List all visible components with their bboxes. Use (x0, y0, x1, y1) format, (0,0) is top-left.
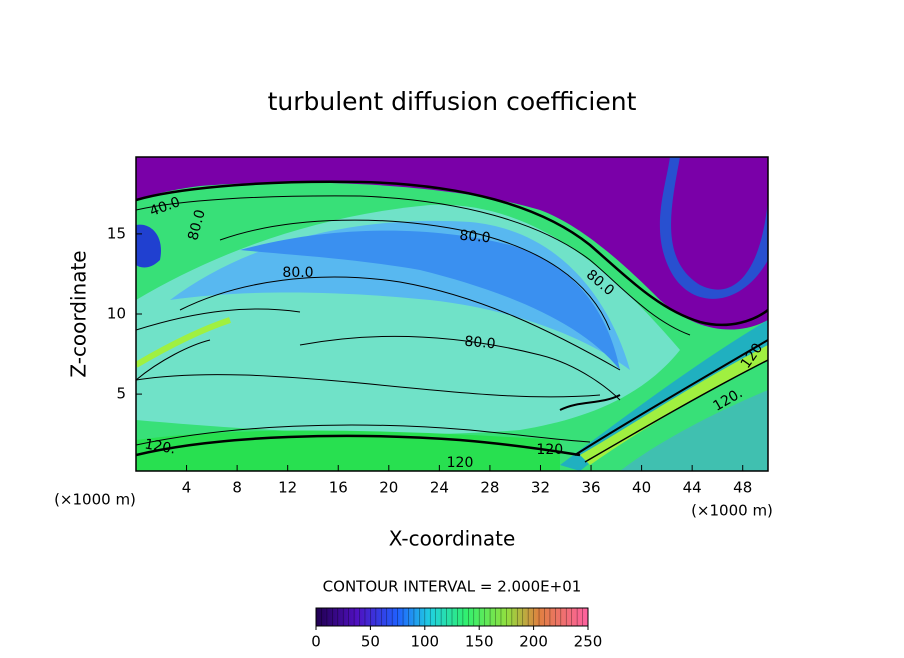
x-tick-label: 20 (379, 479, 398, 497)
x-tick-label: 4 (182, 479, 192, 497)
colorbar-tick-label: 50 (361, 633, 380, 651)
contour-label: 80.0 (459, 228, 491, 247)
y-tick-label: 5 (116, 385, 126, 403)
x-tick-label: 40 (632, 479, 651, 497)
contour-label: 80.0 (282, 265, 313, 281)
x-tick-label: 24 (430, 479, 449, 497)
x-axis-label: X-coordinate (389, 527, 516, 551)
contour-label: 80.0 (185, 208, 209, 242)
x-tick-label: 16 (329, 479, 348, 497)
x-tick-label: 36 (581, 479, 600, 497)
colorbar-tick-label: 250 (574, 633, 603, 651)
colorbar-tick-label: 100 (410, 633, 439, 651)
y-tick-label: 10 (107, 305, 126, 323)
x-tick-label: 28 (480, 479, 499, 497)
chart-title: turbulent diffusion coefficient (268, 87, 637, 116)
y-axis-label: Z-coordinate (67, 250, 91, 377)
contour-interval: CONTOUR INTERVAL = 2.000E+01 (323, 578, 582, 596)
x-tick-label: 44 (683, 479, 702, 497)
contour-label: 80.0 (464, 334, 496, 353)
colorbar-tick-label: 0 (311, 633, 321, 651)
colorbar-tick-label: 200 (519, 633, 548, 651)
y-unit-label: (×1000 m) (54, 491, 136, 509)
contour-label: 120. (536, 442, 567, 458)
contour-label: 120. (143, 436, 176, 457)
x-tick-label: 48 (733, 479, 752, 497)
x-tick-label: 32 (531, 479, 550, 497)
y-tick-label: 15 (107, 224, 126, 242)
colorbar-tick-label: 150 (465, 633, 494, 651)
x-unit-label: (×1000 m) (691, 502, 773, 520)
x-tick-label: 8 (232, 479, 242, 497)
x-tick-label: 12 (278, 479, 297, 497)
contour-field (136, 157, 768, 471)
contour-label: 120 (447, 455, 474, 471)
